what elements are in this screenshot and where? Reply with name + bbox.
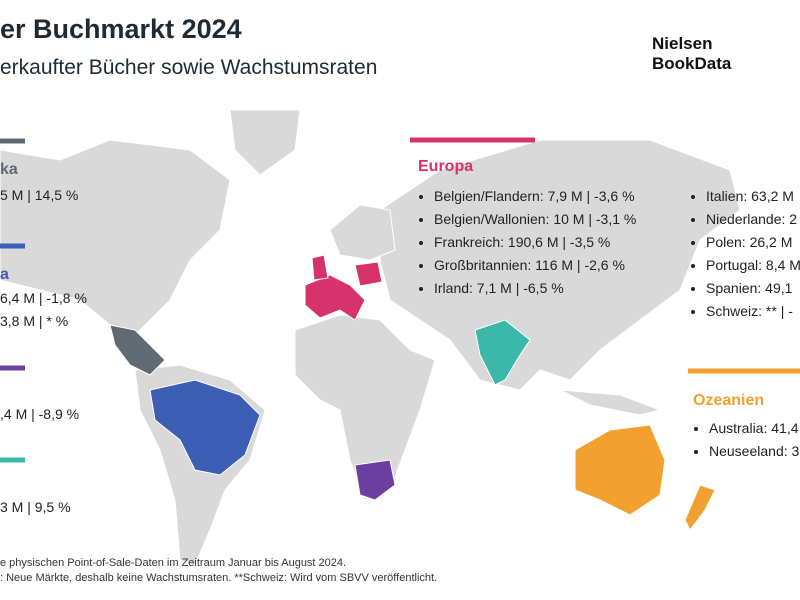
region-item: Frankreich: 190,6 M | -3,5 % <box>434 231 636 254</box>
uk-ireland <box>311 254 329 281</box>
logo: Nielsen BookData <box>652 34 731 74</box>
region-item: Polen: 26,2 M <box>706 231 800 254</box>
asia <box>379 139 741 391</box>
subtitle: erkaufter Bücher sowie Wachstumsraten <box>0 56 378 79</box>
south-africa <box>354 459 396 501</box>
region-name: ka <box>0 161 18 178</box>
europe-list: Belgien/Flandern: 7,9 M | -3,6 % Belgien… <box>418 185 636 300</box>
region-name: Europa <box>418 158 474 175</box>
region-item: Belgien/Flandern: 7,9 M | -3,6 % <box>434 185 636 208</box>
region-item: Schweiz: ** | - <box>706 300 800 323</box>
north-america <box>0 139 231 336</box>
greenland <box>229 109 301 176</box>
new-zealand <box>684 484 716 531</box>
oceania-list: Australia: 41,4 Neuseeland: 3 <box>693 417 799 463</box>
region-item: Neuseeland: 3 <box>709 440 799 463</box>
region-item: Niederlande: 2 <box>706 208 800 231</box>
india <box>474 319 531 386</box>
indonesia <box>559 389 662 416</box>
region-item: 5 M | 14,5 % <box>0 187 79 203</box>
region-item: 3,8 M | * % <box>0 313 69 329</box>
australia <box>574 424 666 516</box>
poland <box>354 261 383 287</box>
region-name: a <box>0 266 9 283</box>
region-item: Portugal: 8,4 M <box>706 254 800 277</box>
region-item: Großbritannien: 116 M | -2,6 % <box>434 254 636 277</box>
europe-list: Italien: 63,2 M Niederlande: 2 Polen: 26… <box>690 185 800 323</box>
region-item: 3 M | 9,5 % <box>0 499 71 515</box>
region-item: 6,4 M | -1,8 % <box>0 290 87 306</box>
europe-north <box>329 204 396 261</box>
region-item: Australia: 41,4 <box>709 417 799 440</box>
region-item: Italien: 63,2 M <box>706 185 800 208</box>
africa <box>294 314 436 501</box>
logo-line: Nielsen <box>652 34 713 53</box>
region-name: Ozeanien <box>693 392 765 409</box>
region-item: Spanien: 49,1 <box>706 277 800 300</box>
brazil <box>149 379 261 476</box>
title: er Buchmarkt 2024 <box>0 14 242 44</box>
region-item: Irland: 7,1 M | -6,5 % <box>434 277 636 300</box>
footnote: e physischen Point-of-Sale-Daten im Zeit… <box>0 557 347 569</box>
region-item: ,4 M | -8,9 % <box>0 406 80 422</box>
western-europe <box>304 274 366 321</box>
logo-line: BookData <box>652 54 732 73</box>
region-item: Belgien/Wallonien: 10 M | -3,1 % <box>434 208 636 231</box>
footnote: : Neue Märkte, deshalb keine Wachstumsra… <box>0 572 438 584</box>
mexico <box>109 324 166 376</box>
